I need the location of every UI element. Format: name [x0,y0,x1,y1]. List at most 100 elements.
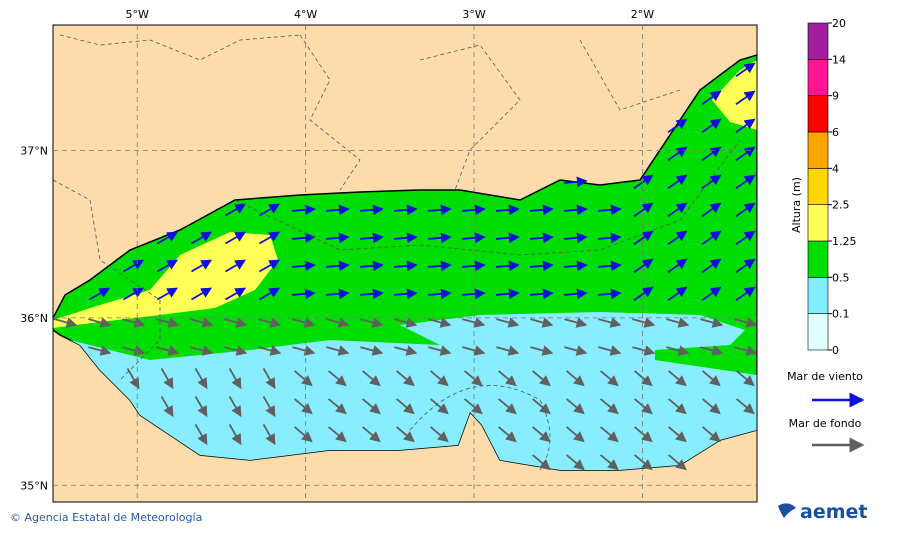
wave-arrow [667,258,688,274]
wave-arrow [461,232,486,244]
wave-arrow [160,368,174,390]
wave-arrow [194,396,208,418]
wave-arrow [461,260,486,272]
wave-arrow [429,426,449,443]
wave-arrow [190,317,214,328]
wave-arrow [291,204,316,216]
colorbar-tick-label: 0.5 [832,271,850,284]
wave-arrow [529,204,554,216]
wave-arrow [123,259,145,273]
wave-arrow [599,398,619,415]
wave-arrow [633,258,654,274]
wave-arrow [633,286,654,302]
wave-arrow [224,317,248,328]
high-sea [712,60,757,130]
wave-arrow [531,398,551,415]
wave-arrow [427,260,452,272]
wave-arrow [225,231,247,245]
lat-tick-label: 37°N [20,145,48,158]
wave-arrow [735,90,756,106]
lon-tick-label: 5°W [126,8,149,21]
wave-arrow [262,396,276,418]
colorbar-segment [807,59,829,96]
map [53,25,757,502]
colorbar-tick-label: 14 [832,53,846,66]
wave-arrow [632,345,656,356]
colorbar-label: Altura (m) [790,177,803,233]
wave-arrow [495,204,520,216]
wave-arrow [700,317,724,328]
wave-arrow [735,230,756,246]
wave-arrow [735,62,756,78]
lon-tick-label: 2°W [631,8,654,21]
wave-arrow [701,426,721,443]
wave-arrow [394,317,418,328]
wave-arrow [359,204,384,216]
wave-arrow [597,204,622,216]
wave-arrow [361,426,381,443]
wave-arrow [666,345,690,356]
wave-arrow [666,317,690,328]
wave-arrow [292,345,316,356]
wave-arrow [632,317,656,328]
wave-arrow [597,288,622,300]
wave-arrow [259,259,281,273]
logo: aemet [800,501,867,523]
wave-arrow [701,258,722,274]
wave-arrow [463,370,483,387]
wave-arrow [224,345,248,356]
wave-arrow [530,317,554,328]
wave-arrow [194,368,208,390]
wave-arrow [225,259,247,273]
wave-arrow [701,230,722,246]
colorbar-segment [807,131,829,169]
wave-arrow [394,345,418,356]
wave-arrow [633,202,654,218]
wave-arrow [667,146,688,162]
wave-arrow [633,370,653,387]
wave-arrow [701,398,721,415]
wave-arrow [228,368,242,390]
wave-arrow [633,174,654,190]
colorbar-tick-label: 20 [832,17,846,30]
wave-arrow [293,398,313,415]
wave-arrow [292,317,316,328]
wave-arrow [529,288,554,300]
wave-arrow [262,368,276,390]
wave-arrow [633,230,654,246]
wave-arrow [531,426,551,443]
wave-arrow [258,345,282,356]
wave-arrow [735,370,755,387]
wave-arrow [701,146,722,162]
wave-arrow [88,345,112,356]
wave-arrow [667,202,688,218]
lat-tick-label: 36°N [20,312,48,325]
wave-arrow [735,202,756,218]
wave-arrow [291,260,316,272]
colorbar-tick-label: 2.5 [832,199,850,212]
wave-arrow [228,424,242,446]
wave-arrow [429,398,449,415]
wave-arrow [327,370,347,387]
colorbar-tick-label: 0 [832,344,839,357]
wave-arrow [667,230,688,246]
wave-arrow [359,288,384,300]
wave-arrow [462,345,486,356]
wave-arrow [497,370,517,387]
wave-arrow [735,398,755,415]
wave-arrow [563,260,588,272]
wave-arrow [325,288,350,300]
wave-arrow [228,396,242,418]
wave-arrow [531,454,551,471]
wave-arrow [157,287,179,301]
wave-arrow [461,288,486,300]
wave-arrow [633,398,653,415]
wave-arrow [734,317,757,328]
wave-arrow [633,426,653,443]
wave-arrow [359,232,384,244]
wave-arrow [735,258,756,274]
wave-arrow [598,345,622,356]
colorbar: 0 0.1 0.5 1.25 2.5 4 6 9 14 20 [807,17,857,357]
wave-arrow [461,204,486,216]
